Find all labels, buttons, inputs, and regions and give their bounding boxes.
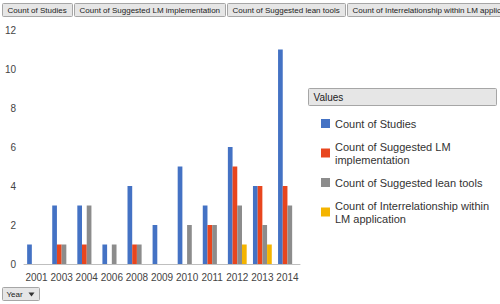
svg-text:LM application: LM application xyxy=(335,213,406,225)
svg-text:2009: 2009 xyxy=(151,272,174,283)
svg-text:2: 2 xyxy=(10,220,16,231)
svg-text:2011: 2011 xyxy=(201,272,223,283)
svg-text:2006: 2006 xyxy=(101,272,124,283)
svg-text:2003: 2003 xyxy=(51,272,74,283)
svg-text:Count of Studies: Count of Studies xyxy=(8,6,67,15)
svg-text:12: 12 xyxy=(5,25,17,36)
svg-text:2010: 2010 xyxy=(176,272,199,283)
svg-text:2014: 2014 xyxy=(276,272,299,283)
svg-text:10: 10 xyxy=(5,64,17,75)
svg-text:Count of Studies: Count of Studies xyxy=(335,118,417,130)
svg-text:2013: 2013 xyxy=(251,272,274,283)
svg-text:Count of Interrelationship wit: Count of Interrelationship within xyxy=(335,200,492,212)
svg-text:8: 8 xyxy=(10,103,16,114)
svg-text:4: 4 xyxy=(10,181,16,192)
svg-text:0: 0 xyxy=(10,259,16,270)
svg-text:Count of Suggested LM implemen: Count of Suggested LM implementation xyxy=(80,6,221,15)
svg-text:Count of Interrelationship wit: Count of Interrelationship within LM app… xyxy=(353,6,500,15)
svg-text:implementation: implementation xyxy=(335,154,410,166)
svg-text:Count of Suggested lean tools: Count of Suggested lean tools xyxy=(233,6,340,15)
svg-text:2008: 2008 xyxy=(126,272,149,283)
svg-text:Count of Suggested lean tools: Count of Suggested lean tools xyxy=(335,177,483,189)
svg-text:2001: 2001 xyxy=(25,272,48,283)
svg-text:6: 6 xyxy=(10,142,16,153)
svg-text:Year: Year xyxy=(7,290,24,299)
svg-text:Values: Values xyxy=(314,92,344,103)
svg-text:Count of Suggested LM: Count of Suggested LM xyxy=(335,141,454,153)
svg-text:2004: 2004 xyxy=(76,272,99,283)
svg-text:2012: 2012 xyxy=(226,272,249,283)
